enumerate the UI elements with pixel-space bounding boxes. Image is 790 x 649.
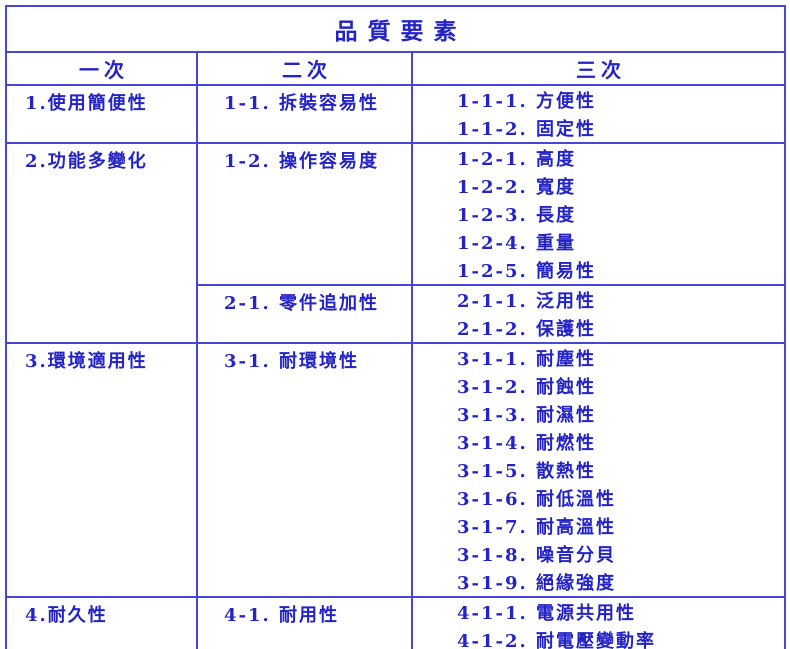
table-row: 1-1-2. 固定性	[6, 114, 786, 144]
primary-factor-cell: 2.功能多變化	[6, 143, 197, 344]
table-row: 3-1-5. 散熱性	[6, 456, 786, 484]
tertiary-factor-cell: 1-2-5. 簡易性	[410, 256, 786, 286]
tertiary-factor-cell: 1-2-3. 長度	[410, 200, 786, 228]
table-row: 1-2-5. 簡易性	[6, 256, 786, 286]
table-title-row: 品質要素	[6, 6, 786, 53]
tertiary-factor-cell: 1-2-2. 寬度	[410, 172, 786, 200]
table-header-row: 一次 二次 三次	[6, 52, 786, 86]
tertiary-factor-cell: 2-1-1. 泛用性	[410, 285, 786, 314]
primary-factor-cell: 3.環境適用性	[6, 343, 197, 598]
tertiary-factor-cell: 1-1-2. 固定性	[410, 114, 786, 144]
table-row: 2.功能多變化 1-2. 操作容易度 1-2-1. 高度	[6, 143, 786, 344]
table-row: 1-2-2. 寬度	[6, 172, 786, 200]
tertiary-factor-cell: 3-1-8. 噪音分貝	[410, 540, 786, 568]
tertiary-factor-cell: 3-1-3. 耐濕性	[410, 400, 786, 428]
primary-factor-cell: 4.耐久性	[6, 597, 197, 649]
tertiary-factor-cell: 4-1-1. 電源共用性	[410, 597, 786, 626]
tertiary-factor-cell: 3-1-4. 耐燃性	[410, 428, 786, 456]
column-header-primary: 一次	[6, 52, 197, 86]
tertiary-factor-cell: 2-1-2. 保護性	[410, 314, 786, 344]
tertiary-factor-cell: 3-1-1. 耐塵性	[410, 343, 786, 372]
tertiary-factor-cell: 1-2-4. 重量	[410, 228, 786, 256]
column-header-tertiary: 三次	[410, 52, 786, 86]
tertiary-factor-cell: 3-1-9. 絕緣強度	[410, 568, 786, 598]
table-row: 3-1-8. 噪音分貝	[6, 540, 786, 568]
secondary-factor-cell: 4-1. 耐用性	[196, 597, 412, 649]
table-row: 3-1-3. 耐濕性	[6, 400, 786, 428]
table-row: 3-1-2. 耐蝕性	[6, 372, 786, 400]
tertiary-factor-cell: 3-1-2. 耐蝕性	[410, 372, 786, 400]
tertiary-factor-cell: 4-1-2. 耐電壓變動率	[410, 626, 786, 649]
table-row: 1-2-3. 長度	[6, 200, 786, 228]
table-row: 1-2-4. 重量	[6, 228, 786, 256]
quality-table-body: 1.使用簡便性 1-1. 拆裝容易性 1-1-1. 方便性 1-1-2. 固定性 2.功…	[6, 85, 786, 649]
table-row: 4.耐久性 4-1. 耐用性 4-1-1. 電源共用性	[6, 597, 786, 649]
table-row: 3.環境適用性 3-1. 耐環境性 3-1-1. 耐塵性	[6, 343, 786, 598]
secondary-factor-cell: 3-1. 耐環境性	[196, 343, 412, 598]
table-row: 4-1-2. 耐電壓變動率	[6, 626, 786, 649]
table-row: 2-1-2. 保護性	[6, 314, 786, 344]
secondary-factor-cell: 2-1. 零件追加性	[196, 285, 412, 344]
table-row: 3-1-4. 耐燃性	[6, 428, 786, 456]
tertiary-factor-cell: 3-1-7. 耐高溫性	[410, 512, 786, 540]
tertiary-factor-cell: 3-1-6. 耐低溫性	[410, 484, 786, 512]
table-title: 品質要素	[6, 6, 786, 53]
table-row: 2-1. 零件追加性 2-1-1. 泛用性	[6, 285, 786, 344]
secondary-factor-cell: 1-2. 操作容易度	[196, 143, 412, 286]
quality-factors-table: 品質要素 一次 二次 三次 1.使用簡便性 1-1. 拆裝容易性 1-1-1. 方便…	[5, 5, 787, 649]
secondary-factor-cell: 1-1. 拆裝容易性	[196, 85, 412, 144]
column-header-secondary: 二次	[196, 52, 412, 86]
tertiary-factor-cell: 1-1-1. 方便性	[410, 85, 786, 114]
primary-factor-cell: 1.使用簡便性	[6, 85, 197, 144]
table-row: 1.使用簡便性 1-1. 拆裝容易性 1-1-1. 方便性	[6, 85, 786, 144]
table-row: 3-1-9. 絕緣強度	[6, 568, 786, 598]
tertiary-factor-cell: 3-1-5. 散熱性	[410, 456, 786, 484]
table-row: 3-1-6. 耐低溫性	[6, 484, 786, 512]
table-row: 3-1-7. 耐高溫性	[6, 512, 786, 540]
tertiary-factor-cell: 1-2-1. 高度	[410, 143, 786, 172]
